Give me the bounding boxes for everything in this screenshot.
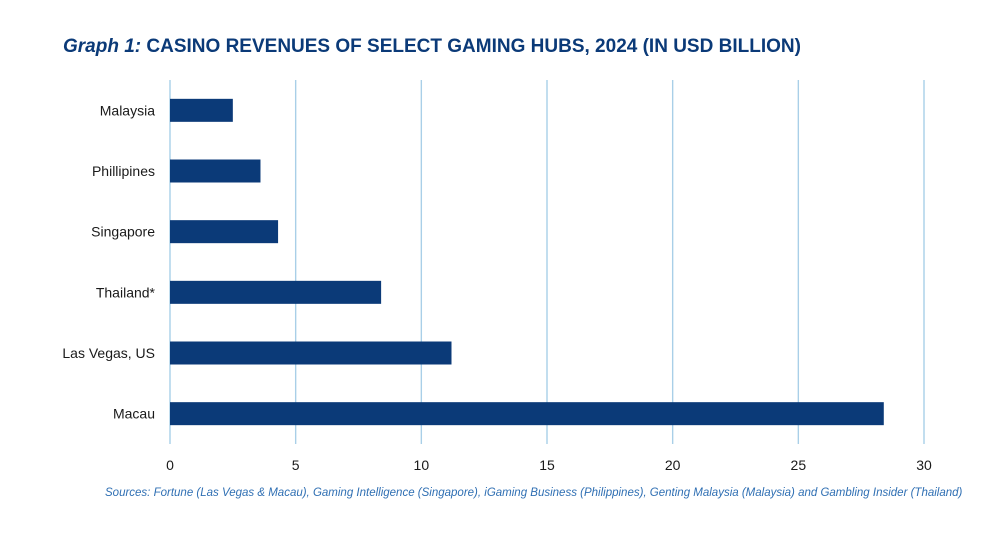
category-labels: Malaysia Phillipines Singapore Thailand* Las… <box>62 102 155 421</box>
chart-title-main: CASINO REVENUES OF SELECT GAMING HUBS, 2… <box>146 36 801 57</box>
x-tick-labels: 0 5 10 15 20 25 30 <box>166 457 932 473</box>
bar <box>170 159 261 183</box>
category-label: Macau <box>113 406 155 422</box>
x-tick-label: 25 <box>791 457 807 473</box>
bar <box>170 220 279 244</box>
chart-title-prefix: Graph 1: <box>63 36 142 57</box>
x-tick-label: 5 <box>292 457 300 473</box>
bar <box>170 341 452 365</box>
grid-lines <box>169 80 925 444</box>
x-tick-label: 10 <box>414 457 430 473</box>
x-tick-label: 15 <box>539 457 555 473</box>
chart-title: Graph 1: CASINO REVENUES OF SELECT GAMIN… <box>63 36 801 58</box>
x-tick-label: 0 <box>166 457 174 473</box>
category-label: Las Vegas, US <box>62 345 155 361</box>
x-tick-label: 30 <box>916 457 932 473</box>
x-tick-label: 20 <box>665 457 681 473</box>
category-label: Phillipines <box>92 163 155 179</box>
category-label: Malaysia <box>100 102 155 118</box>
bar <box>170 280 382 304</box>
bar <box>170 98 233 122</box>
category-label: Singapore <box>91 224 155 240</box>
category-label: Thailand* <box>96 284 156 300</box>
source-note: Sources: Fortune (Las Vegas & Macau), Ga… <box>105 487 963 499</box>
bars <box>170 98 884 426</box>
bar <box>170 402 884 426</box>
